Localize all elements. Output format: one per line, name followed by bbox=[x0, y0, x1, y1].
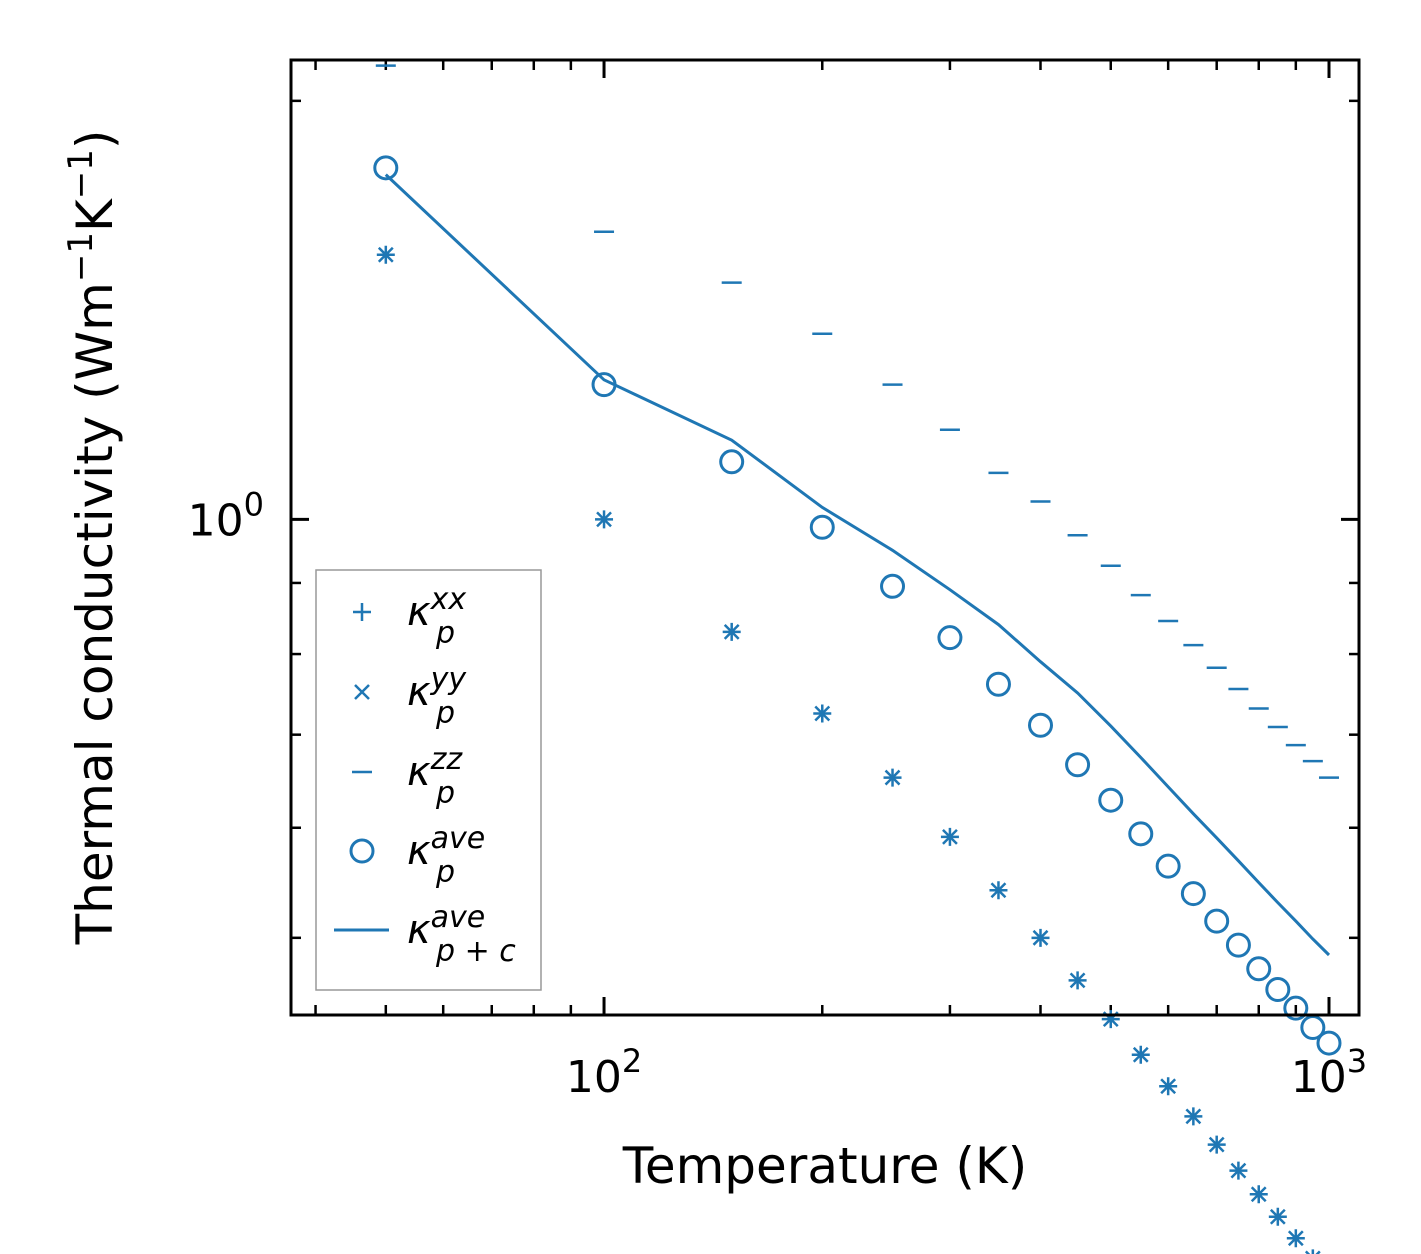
point-kp_yy bbox=[723, 623, 740, 640]
point-kp_ave bbox=[1265, 976, 1291, 1002]
point-kp_yy bbox=[884, 769, 901, 786]
line-kpc_ave bbox=[384, 173, 1331, 957]
legend-marker bbox=[353, 603, 371, 621]
point-kp_ave bbox=[1225, 932, 1251, 958]
legend-label: κxx p bbox=[407, 582, 466, 651]
point-kp_ave bbox=[1180, 881, 1206, 907]
x-tick-label: 102 bbox=[566, 1042, 642, 1103]
point-kp_yy bbox=[1250, 1186, 1267, 1203]
point-kp_yy bbox=[1269, 1208, 1286, 1225]
major-ticks bbox=[291, 60, 1359, 1015]
point-kp_ave bbox=[1065, 752, 1091, 778]
legend-label: κzz p bbox=[407, 742, 463, 811]
point-kp_ave bbox=[1316, 1030, 1342, 1056]
point-kp_ave bbox=[1246, 956, 1272, 982]
point-kp_yy bbox=[1069, 972, 1086, 989]
legend-label: κave p bbox=[407, 821, 485, 890]
legend-entry-3: κzz p bbox=[352, 742, 463, 811]
series-kpc_ave bbox=[384, 173, 1331, 957]
x-tick-label: 103 bbox=[1291, 1042, 1367, 1103]
y-axis-label: Thermal conductivity (Wm−1K−1) bbox=[61, 130, 124, 946]
point-kp_yy bbox=[814, 705, 831, 722]
point-kp_ave bbox=[719, 449, 745, 475]
point-kp_ave bbox=[1098, 787, 1124, 813]
point-kp_ave bbox=[1283, 995, 1309, 1021]
legend-entry-1: κxx p bbox=[353, 582, 466, 651]
legend-box bbox=[315, 569, 542, 991]
point-kp_yy bbox=[942, 828, 958, 845]
y-tick-label: 100 bbox=[188, 485, 264, 546]
tick-labels: 102 103 100 bbox=[188, 485, 1368, 1103]
point-kp_ave bbox=[880, 573, 906, 599]
legend-label: κyy p bbox=[407, 662, 467, 731]
plot-frame bbox=[289, 58, 1361, 1017]
legend-marker bbox=[354, 684, 370, 700]
point-kp_ave bbox=[809, 514, 835, 540]
legend-entry-2: κyy p bbox=[354, 662, 467, 731]
point-kp_ave bbox=[1028, 712, 1054, 738]
point-kp_yy bbox=[1185, 1108, 1202, 1125]
x-axis-label: Temperature (K) bbox=[622, 1137, 1027, 1195]
point-kp_yy bbox=[596, 511, 612, 528]
point-kp_yy bbox=[1287, 1230, 1304, 1247]
point-kp_ave bbox=[373, 155, 399, 181]
legend-entry-4: κave p bbox=[349, 821, 485, 890]
point-kp_xx bbox=[1311, 1249, 1315, 1254]
point-kp_yy bbox=[1230, 1162, 1247, 1179]
legend-entry-5: κave p + c bbox=[334, 900, 516, 969]
legend-label: κave p + c bbox=[407, 900, 516, 969]
point-kp_ave bbox=[1155, 853, 1181, 879]
series-kp_zz bbox=[375, 64, 1339, 779]
point-kp_yy bbox=[1160, 1078, 1177, 1095]
point-kp_ave bbox=[1204, 908, 1230, 934]
point-kp_yy bbox=[1208, 1136, 1225, 1153]
point-kp_ave bbox=[1128, 821, 1154, 847]
point-kp_yy bbox=[1132, 1046, 1149, 1063]
legend: κxx p κyy p κzz p κave p κave p + c bbox=[315, 569, 542, 991]
point-kp_yy bbox=[377, 246, 394, 263]
point-kp_yy bbox=[1032, 929, 1049, 946]
minor-ticks bbox=[291, 60, 1359, 1015]
point-kp_ave bbox=[937, 625, 963, 651]
legend-marker bbox=[349, 838, 375, 864]
point-kp_yy bbox=[990, 882, 1007, 899]
point-kp_ave bbox=[985, 671, 1011, 697]
